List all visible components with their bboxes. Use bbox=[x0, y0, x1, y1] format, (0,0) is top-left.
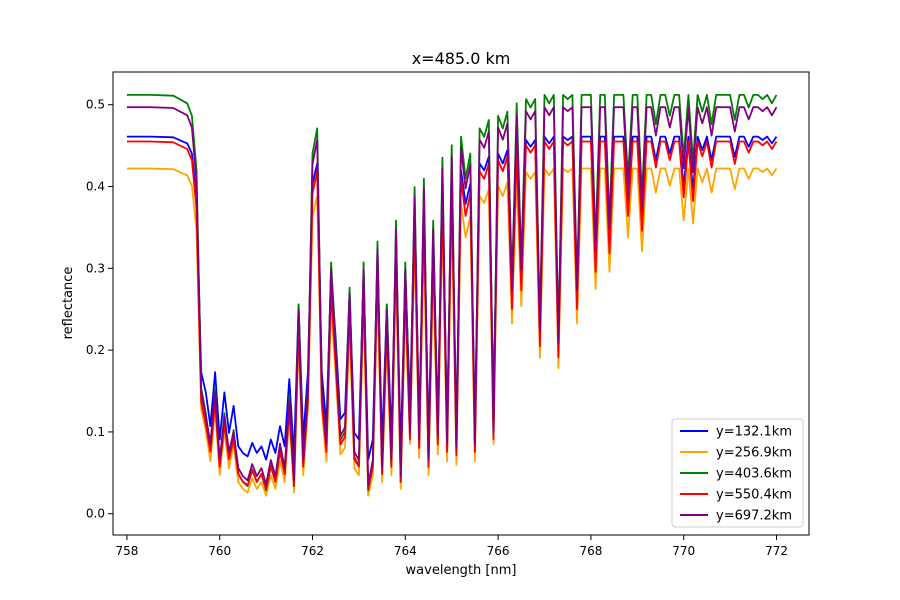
legend: y=132.1km y=256.9km y=403.6km y=550.4km y=69… bbox=[671, 418, 804, 528]
legend-label: y=132.1km bbox=[716, 425, 792, 440]
legend-box bbox=[671, 418, 804, 528]
y-axis: 0.0 0.1 0.2 0.3 0.4 0.5 bbox=[86, 98, 113, 521]
legend-label: y=550.4km bbox=[716, 488, 792, 503]
axes-frame bbox=[112, 71, 810, 536]
x-axis: 758 760 762 764 766 768 770 772 bbox=[115, 535, 788, 558]
x-tick-label: 762 bbox=[301, 544, 324, 558]
y-tick-label: 0.1 bbox=[86, 425, 105, 439]
x-tick-label: 772 bbox=[765, 544, 788, 558]
legend-label: y=697.2km bbox=[716, 509, 792, 524]
series-line-4 bbox=[126, 140, 778, 490]
series-line-2 bbox=[126, 167, 778, 497]
x-tick-label: 768 bbox=[579, 544, 602, 558]
legend-label: y=403.6km bbox=[716, 467, 792, 482]
x-tick-label: 758 bbox=[115, 544, 138, 558]
y-axis-label: reflectance bbox=[61, 267, 76, 340]
x-tick-label: 760 bbox=[208, 544, 231, 558]
plot-area bbox=[112, 71, 810, 536]
y-tick-label: 0.4 bbox=[86, 180, 105, 194]
y-tick-label: 0.0 bbox=[86, 507, 105, 521]
chart-title: x=485.0 km bbox=[412, 49, 511, 68]
series-line-5 bbox=[126, 106, 778, 486]
y-tick-label: 0.5 bbox=[86, 98, 105, 112]
x-axis-label: wavelength [nm] bbox=[406, 563, 517, 578]
y-tick-label: 0.2 bbox=[86, 343, 105, 357]
x-tick-label: 766 bbox=[487, 544, 510, 558]
x-tick-label: 770 bbox=[672, 544, 695, 558]
x-tick-label: 764 bbox=[394, 544, 417, 558]
legend-label: y=256.9km bbox=[716, 446, 792, 461]
y-tick-label: 0.3 bbox=[86, 261, 105, 275]
